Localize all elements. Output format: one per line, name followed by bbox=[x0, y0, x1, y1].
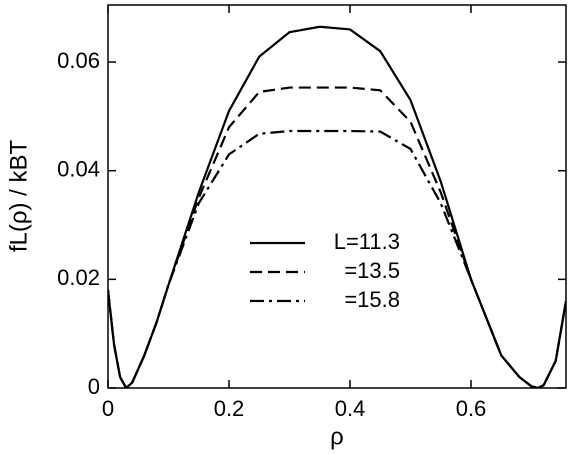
line bbox=[108, 25, 566, 388]
y-tick-label: 0.04 bbox=[57, 157, 100, 182]
legend-label: =15.8 bbox=[344, 287, 400, 312]
y-tick-label: 0.02 bbox=[57, 265, 100, 290]
y-tick-label: 0.06 bbox=[57, 48, 100, 73]
x-tick-label: 0.6 bbox=[456, 396, 487, 421]
line bbox=[108, 129, 566, 388]
x-axis-title: ρ bbox=[330, 423, 344, 450]
x-tick-label: 0.2 bbox=[214, 396, 245, 421]
plot-frame bbox=[107, 4, 567, 389]
y-axis-title: fL(ρ) / kBT bbox=[5, 140, 32, 253]
y-tick-label: 0 bbox=[88, 374, 100, 399]
legend-label: L=11.3 bbox=[334, 229, 400, 254]
legend-label: =13.5 bbox=[344, 258, 400, 283]
x-tick-label: 0.4 bbox=[335, 396, 366, 421]
x-tick-label: 0 bbox=[102, 396, 114, 421]
